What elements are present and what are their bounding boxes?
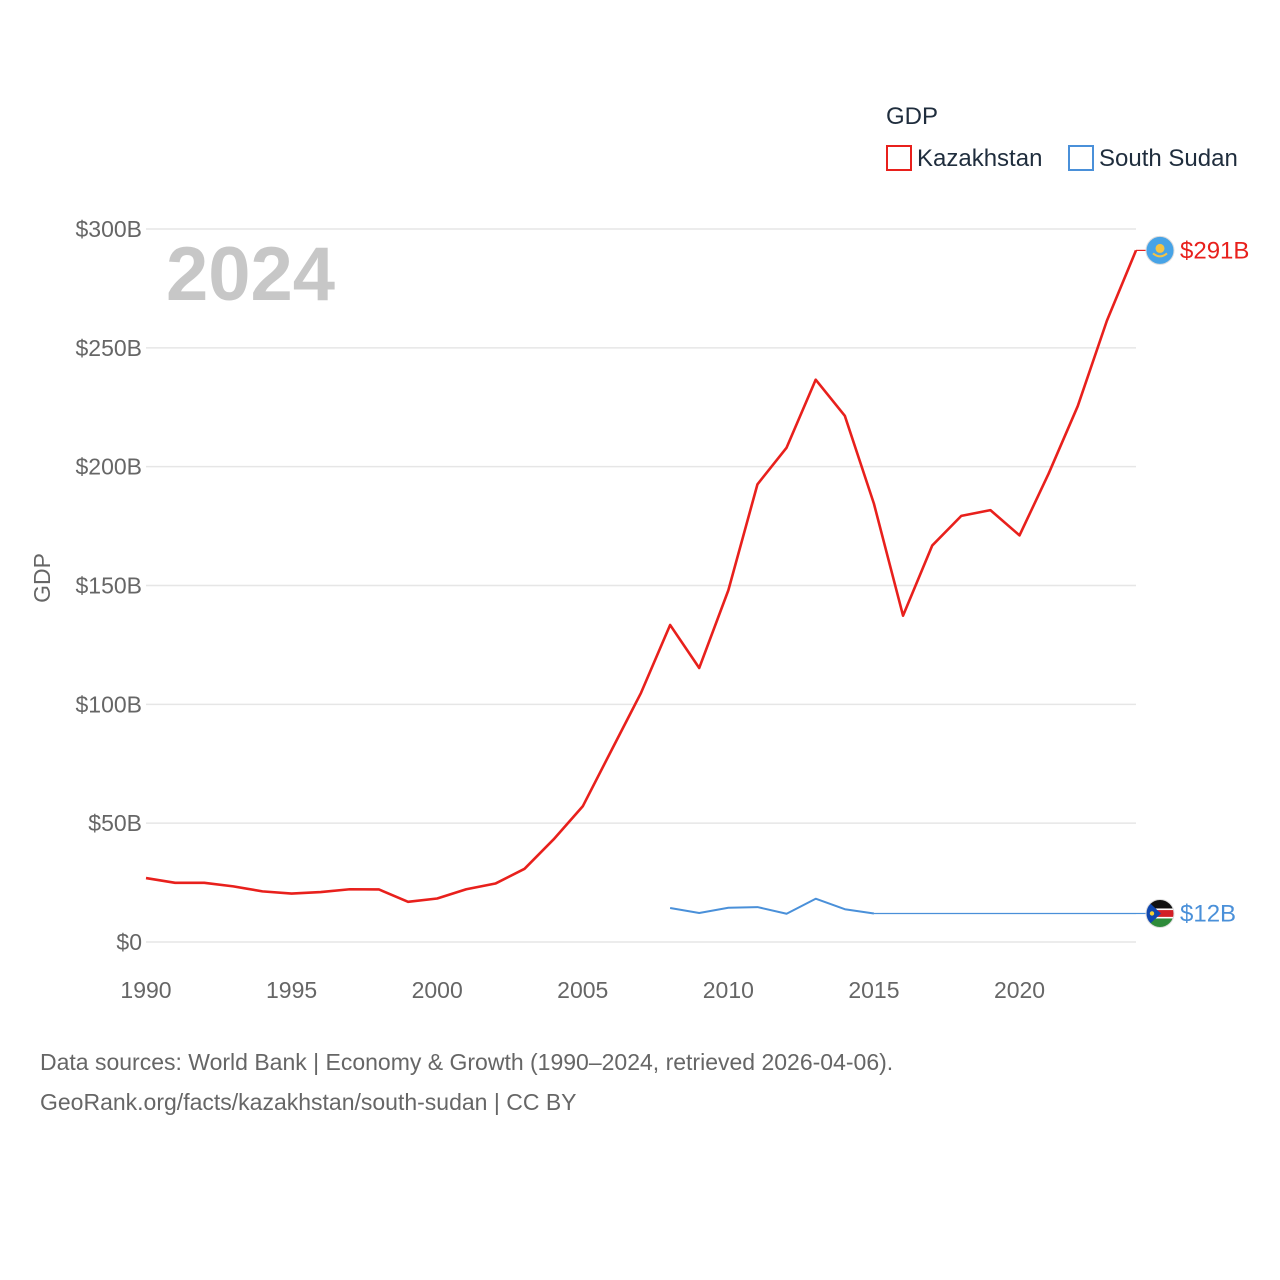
legend-swatch-kazakhstan <box>886 145 912 171</box>
current-year-watermark: 2024 <box>166 232 335 317</box>
y-tick-label-0: $0 <box>116 929 142 955</box>
y-tick-label-3: $150B <box>75 573 142 599</box>
x-tick-label-2000: 2000 <box>412 977 463 1003</box>
x-tick-label-2015: 2015 <box>848 977 899 1003</box>
x-tick-label-1995: 1995 <box>266 977 317 1003</box>
series-lines <box>145 249 1138 915</box>
y-axis-ticks: $0 $50B $100B $150B $200B $250B $300B <box>75 216 142 955</box>
y-tick-label-4: $200B <box>75 454 142 480</box>
x-tick-label-2020: 2020 <box>994 977 1045 1003</box>
legend-swatch-south-sudan <box>1068 145 1094 171</box>
x-tick-label-2010: 2010 <box>703 977 754 1003</box>
y-tick-label-2: $100B <box>75 691 142 717</box>
kazakhstan-flag-icon <box>1145 235 1175 265</box>
end-label-south-sudan: $12B <box>1180 900 1236 927</box>
legend-label-south-sudan: South Sudan <box>1099 145 1238 172</box>
legend-item-south-sudan[interactable]: South Sudan <box>1068 145 1238 172</box>
legend-label-kazakhstan: Kazakhstan <box>917 145 1042 172</box>
x-axis-ticks: 1990 1995 2000 2005 2010 2015 2020 <box>120 977 1045 1003</box>
legend[interactable]: GDP Kazakhstan South Sudan <box>886 103 1238 172</box>
source-line: Data sources: World Bank | Economy & Gro… <box>40 1049 894 1075</box>
x-tick-label-2005: 2005 <box>557 977 608 1003</box>
gdp-line-chart: $0 $50B $100B $150B $200B $250B $300B 1990 1995… <box>29 103 1249 1003</box>
y-tick-label-1: $50B <box>88 810 142 836</box>
end-markers: $291B $12B <box>1136 235 1249 928</box>
series-line-south-sudan <box>669 897 875 915</box>
legend-item-kazakhstan[interactable]: Kazakhstan <box>886 145 1042 172</box>
series-line-kazakhstan <box>145 249 1138 904</box>
y-axis-label: GDP <box>29 553 55 603</box>
y-tick-label-5: $250B <box>75 335 142 361</box>
legend-title: GDP <box>886 103 938 130</box>
end-label-kazakhstan: $291B <box>1180 237 1249 264</box>
grid-lines <box>146 228 1136 943</box>
source-url-line[interactable]: GeoRank.org/facts/kazakhstan/south-sudan… <box>40 1089 577 1115</box>
footer-source: Data sources: World Bank | Economy & Gro… <box>40 1042 893 1122</box>
x-tick-label-1990: 1990 <box>120 977 171 1003</box>
y-tick-label-6: $300B <box>75 216 142 242</box>
south-sudan-flag-icon <box>1145 898 1175 928</box>
